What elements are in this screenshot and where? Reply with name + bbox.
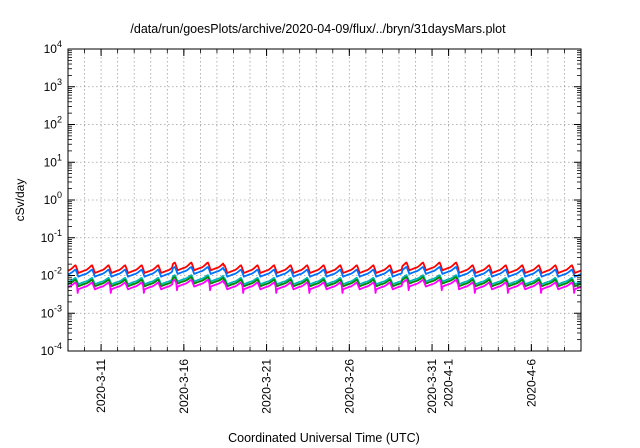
chart-title: /data/run/goesPlots/archive/2020-04-09/f… bbox=[130, 22, 506, 36]
y-tick-label: 10-4 bbox=[41, 341, 62, 358]
grid bbox=[68, 49, 581, 351]
y-tick-label: 104 bbox=[44, 39, 62, 56]
x-tick-label: 2020-4-1 bbox=[442, 359, 456, 407]
series-layer bbox=[67, 261, 582, 294]
y-tick-label: 10-1 bbox=[41, 228, 62, 245]
y-tick-label: 101 bbox=[44, 152, 62, 169]
y-tick-label: 10-2 bbox=[41, 266, 62, 283]
x-tick-label: 2020-3-26 bbox=[342, 359, 356, 414]
y-axis-label: cSv/day bbox=[13, 179, 27, 222]
y-axis-ticks: 10-4 10-3 10-2 10-1 100 101 102 103 104 bbox=[41, 39, 581, 358]
x-tick-label: 2020-3-16 bbox=[177, 359, 191, 414]
y-tick-label: 103 bbox=[44, 77, 62, 94]
x-axis-ticks: 2020-3-11 2020-3-16 2020-3-21 2020-3-26 2020… bbox=[84, 49, 565, 414]
x-axis-label: Coordinated Universal Time (UTC) bbox=[228, 431, 420, 445]
y-tick-label: 100 bbox=[44, 190, 62, 207]
x-tick-label: 2020-3-21 bbox=[260, 359, 274, 414]
series-line bbox=[67, 261, 582, 274]
x-tick-label: 2020-3-31 bbox=[425, 359, 439, 414]
y-tick-label: 10-3 bbox=[41, 303, 62, 320]
series-line bbox=[67, 276, 582, 288]
series-line bbox=[67, 266, 582, 278]
y-tick-label: 102 bbox=[44, 115, 62, 132]
x-tick-label: 2020-3-11 bbox=[94, 359, 108, 413]
x-tick-label: 2020-4-6 bbox=[524, 359, 538, 407]
series-line bbox=[67, 278, 582, 294]
